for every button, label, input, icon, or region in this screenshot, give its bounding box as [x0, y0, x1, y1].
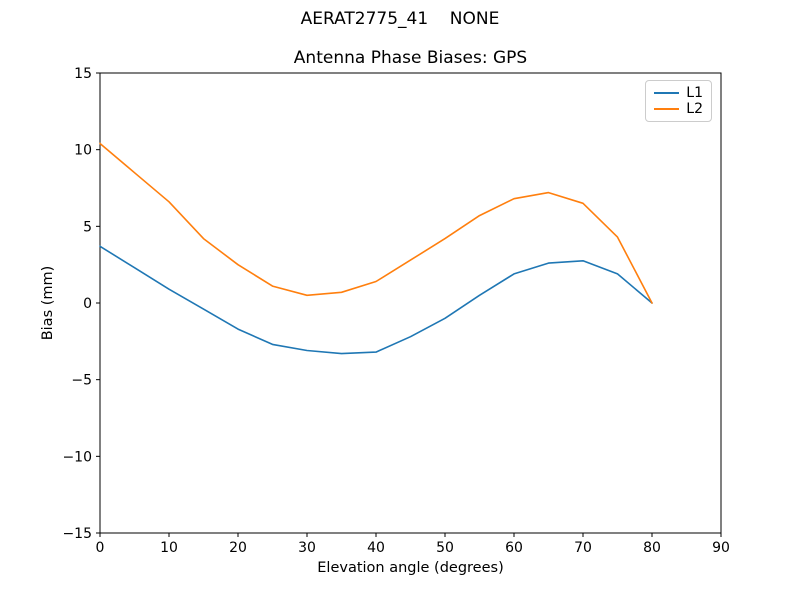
- y-tick-label: −5: [71, 373, 92, 389]
- legend-label-l1: L1: [686, 84, 703, 101]
- y-tick-label: −10: [62, 449, 92, 465]
- legend-label-l2: L2: [686, 101, 703, 118]
- y-tick-label: −15: [62, 526, 92, 542]
- x-tick-label: 80: [643, 540, 661, 556]
- figure-suptitle: AERAT2775_41 NONE: [300, 9, 500, 29]
- x-tick-label: 10: [160, 540, 178, 556]
- legend-entry-l2: L2: [654, 102, 703, 116]
- x-tick-label: 30: [298, 540, 316, 556]
- x-tick-label: 20: [229, 540, 247, 556]
- x-tick-label: 40: [367, 540, 385, 556]
- legend-entry-l1: L1: [654, 86, 703, 100]
- legend: L1 L2: [645, 80, 712, 122]
- x-axis-label: Elevation angle (degrees): [317, 560, 504, 576]
- legend-line-sample-l2: [654, 108, 680, 111]
- series-line-l1: [99, 245, 653, 355]
- x-tick-label: 50: [436, 540, 454, 556]
- x-tick-label: 70: [574, 540, 592, 556]
- y-axis-label: Bias (mm): [40, 265, 56, 341]
- x-tick-label: 90: [712, 540, 730, 556]
- legend-line-sample-l1: [654, 91, 680, 94]
- y-tick-label: 5: [83, 219, 92, 235]
- axes-frame: [99, 72, 722, 534]
- y-tick-label: 15: [74, 66, 92, 82]
- x-tick-label: 0: [96, 540, 105, 556]
- x-tick-label: 60: [505, 540, 523, 556]
- chart-title: Antenna Phase Biases: GPS: [293, 48, 528, 68]
- y-tick-label: 10: [74, 143, 92, 159]
- series-line-l2: [99, 142, 653, 304]
- y-tick-label: 0: [83, 296, 92, 312]
